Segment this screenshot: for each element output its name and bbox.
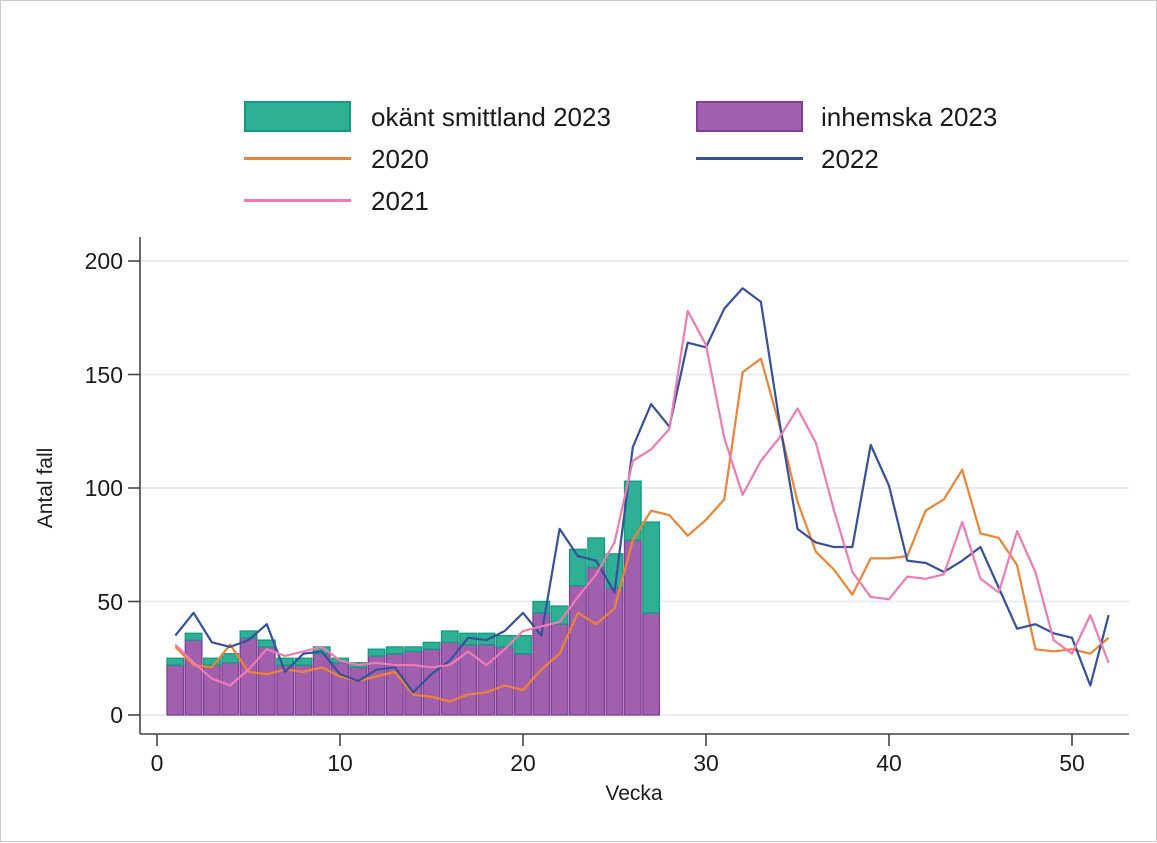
bars-2023 [166, 480, 661, 716]
bar-okant-week-19 [495, 634, 514, 648]
legend-swatch-2021 [696, 157, 803, 160]
bar-okant-week-13 [385, 646, 404, 655]
bar-inhemska-week-1 [166, 664, 185, 716]
bar-inhemska-week-24 [587, 566, 606, 716]
line-2022 [174, 309, 1110, 687]
legend-label-okant-smittland: okänt smittland 2023 [371, 102, 611, 132]
xtick-50: 50 [1059, 750, 1085, 776]
xtick-30: 30 [693, 750, 719, 776]
bar-okant-week-22 [550, 605, 569, 625]
xtick-10: 10 [327, 750, 353, 776]
bar-inhemska-week-5 [239, 637, 258, 716]
bar-inhemska-week-11 [349, 666, 368, 716]
y-axis-title: Antal fall [34, 447, 57, 529]
ytick-150: 150 [84, 361, 123, 388]
legend-swatch-2022 [244, 199, 351, 202]
ytick-200: 200 [84, 248, 123, 274]
ytick-50: 50 [97, 588, 123, 615]
bar-okant-week-3 [202, 657, 221, 666]
bar-okant-week-27 [642, 521, 661, 614]
bar-okant-week-2 [184, 632, 203, 641]
ytick-100: 100 [84, 475, 123, 501]
bar-okant-week-16 [440, 630, 459, 644]
bar-inhemska-week-9 [312, 653, 331, 716]
bar-inhemska-week-2 [184, 639, 203, 716]
legend-label-2022: 2021 [371, 186, 429, 216]
bar-inhemska-week-12 [367, 655, 386, 716]
legend-label-inhemska: inhemska 2023 [821, 102, 998, 132]
bar-inhemska-week-26 [623, 539, 642, 716]
legend-swatch-okant-smittland [244, 101, 351, 132]
bar-inhemska-week-10 [331, 662, 349, 716]
xtick-40: 40 [876, 750, 902, 776]
bar-okant-week-15 [422, 641, 441, 650]
line-2021 [174, 287, 1110, 694]
bar-okant-week-7 [276, 657, 295, 666]
bar-okant-week-23 [568, 548, 587, 587]
xtick-20: 20 [510, 750, 536, 776]
bar-okant-week-21 [532, 600, 551, 614]
legend-swatch-inhemska [696, 101, 803, 132]
bar-inhemska-week-27 [642, 612, 661, 716]
legend-label-2020: 2020 [371, 144, 429, 174]
legend-swatch-2020 [244, 157, 351, 160]
bar-okant-week-12 [367, 648, 386, 657]
bar-inhemska-week-15 [422, 648, 441, 716]
bar-inhemska-week-18 [477, 643, 496, 716]
bar-okant-week-14 [404, 646, 423, 653]
bar-inhemska-week-4 [221, 662, 240, 716]
bar-okant-week-20 [514, 634, 532, 655]
axes [128, 237, 1129, 746]
ytick-0: 0 [110, 702, 123, 728]
bar-inhemska-week-19 [495, 646, 514, 716]
bar-inhemska-week-22 [550, 623, 569, 716]
xtick-0: 0 [150, 750, 164, 776]
legend-label-2021: 2022 [821, 144, 879, 174]
line-2020 [174, 357, 1110, 703]
x-axis-title: Vecka [605, 782, 663, 805]
bar-inhemska-week-13 [385, 653, 404, 716]
bar-okant-week-5 [239, 630, 258, 639]
bar-okant-week-1 [166, 657, 185, 666]
